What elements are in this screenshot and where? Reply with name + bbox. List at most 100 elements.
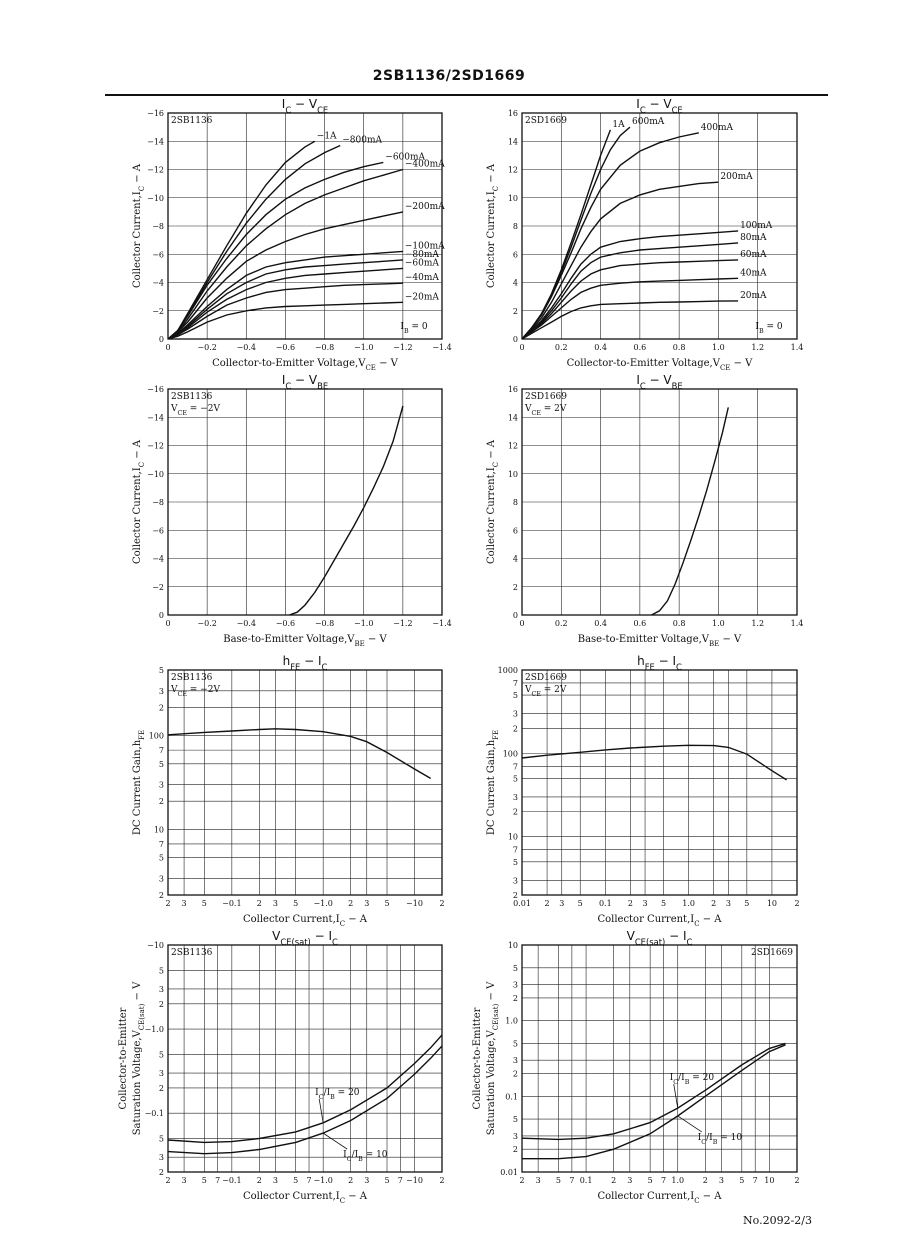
- x-tick-label: 3: [273, 899, 278, 908]
- y-tick-label: −16: [147, 109, 164, 118]
- series-line-8: [522, 300, 739, 339]
- y-tick-label: 2: [513, 808, 518, 817]
- y-tick-label: 2: [159, 703, 164, 712]
- series-line-8: [168, 282, 403, 339]
- series-label: 60mA: [740, 250, 767, 260]
- plot-frame: [167, 669, 443, 896]
- y-tick-label: 3: [159, 874, 164, 883]
- series-line-4: [168, 211, 404, 339]
- chart-title: IC − VBE: [636, 373, 682, 391]
- y-tick-label: 2: [513, 891, 518, 900]
- y-tick-label: 3: [159, 781, 164, 790]
- y-tick-label: −2: [152, 583, 164, 592]
- y-tick-label: 5: [513, 1039, 518, 1048]
- x-tick-label: 2: [165, 1176, 170, 1185]
- x-tick-label: 0.4: [594, 619, 607, 628]
- x-tick-label: 2: [519, 1176, 524, 1185]
- y-tick-label: 7: [513, 846, 518, 855]
- device-label: 2SB1136: [171, 673, 213, 683]
- series-label: 400mA: [701, 123, 734, 133]
- y-tick-label: 3: [513, 710, 518, 719]
- x-tick-label: 10: [764, 1176, 774, 1185]
- x-tick-label: 1.0: [671, 1176, 684, 1185]
- page-number: No.2092-2/3: [743, 1214, 812, 1227]
- y-tick-label: 2: [513, 307, 518, 316]
- series-label: 200mA: [720, 172, 753, 182]
- x-tick-label: 7: [215, 1176, 220, 1185]
- x-tick-label: 3: [719, 1176, 724, 1185]
- x-tick-label: 3: [536, 1176, 541, 1185]
- x-axis-label: Base-to-Emitter Voltage,VBE − V: [223, 634, 387, 648]
- x-tick-label: −0.8: [315, 619, 334, 628]
- series-leader: [673, 1083, 679, 1109]
- x-tick-label: 1.2: [751, 343, 764, 352]
- x-tick-label: 3: [364, 899, 369, 908]
- y-tick-label: −12: [147, 442, 164, 451]
- y-axis-label: Collector Current,IC − A: [132, 163, 146, 288]
- x-tick-label: 0.1: [599, 899, 612, 908]
- y-axis-label: DC Current Gain,hFE: [486, 730, 500, 835]
- series-label: 20mA: [740, 291, 767, 301]
- chart-title: IC − VCE: [282, 97, 328, 115]
- x-tick-label: 7: [306, 1176, 311, 1185]
- series-leader: [322, 1132, 348, 1150]
- y-tick-label: 3: [159, 687, 164, 696]
- y-tick-label: −10: [147, 194, 164, 203]
- x-tick-label: 2: [611, 1176, 616, 1185]
- x-tick-label: 2: [165, 899, 170, 908]
- x-tick-label: −1.0: [354, 619, 373, 628]
- chart-title: VCE(sat) − IC: [627, 929, 693, 947]
- series-line-3: [522, 181, 719, 339]
- plot-frame: [521, 669, 798, 896]
- series-label: −80mA: [405, 250, 440, 260]
- plot-frame: [521, 944, 798, 1173]
- chart-title: hFE − IC: [637, 654, 682, 672]
- chart-2sd1669-ic-vbe: 0 0.2 0.4 0.6 0.8 1.0 1.2 1.4 0 2 4 6 8 10 12 14 16 IC − …: [486, 373, 803, 648]
- y-tick-label: 2: [513, 994, 518, 1003]
- series-leader: [318, 1098, 324, 1123]
- chart-title: VCE(sat) − IC: [272, 929, 338, 947]
- x-tick-label: 1.0: [682, 899, 695, 908]
- y-tick-label: −14: [147, 137, 164, 146]
- x-tick-label: 2: [257, 899, 262, 908]
- x-tick-label: −0.8: [315, 343, 334, 352]
- series-line-1: [168, 1045, 442, 1155]
- x-tick-label: 5: [202, 899, 207, 908]
- series-line-7: [522, 277, 739, 339]
- chart-title: IC − VBE: [282, 373, 328, 391]
- y-tick-label: 5: [159, 760, 164, 769]
- y-tick-label: 5: [513, 1115, 518, 1124]
- series-line-0: [168, 1034, 442, 1144]
- y-tick-label: 3: [159, 1153, 164, 1162]
- y-tick-label: 10: [508, 941, 518, 950]
- device-label: 2SD1669: [751, 948, 793, 958]
- device-label: 2SB1136: [171, 392, 213, 402]
- y-tick-label: 10: [154, 825, 164, 834]
- x-tick-label: 2: [794, 1176, 799, 1185]
- y-tick-label: 2: [159, 797, 164, 806]
- series-line-5: [168, 250, 403, 339]
- series-line-6: [168, 259, 403, 339]
- series-line-0: [522, 129, 612, 339]
- series-line-3: [168, 168, 404, 339]
- series-label: 40mA: [740, 268, 767, 278]
- x-tick-label: 5: [384, 1176, 389, 1185]
- x-tick-label: −1.0: [354, 343, 373, 352]
- y-tick-label: 8: [513, 498, 518, 507]
- x-tick-label: 7: [753, 1176, 758, 1185]
- x-tick-label: 0.2: [555, 619, 568, 628]
- x-tick-label: −0.2: [197, 343, 216, 352]
- y-tick-label: 8: [513, 222, 518, 231]
- x-tick-label: −0.1: [222, 899, 241, 908]
- x-tick-label: 3: [726, 899, 731, 908]
- y-axis-label: Collector-to-Emitter: [118, 1007, 129, 1109]
- y-tick-label: 7: [513, 762, 518, 771]
- ib-zero-label: IB = 0: [400, 322, 427, 335]
- y-tick-label: 3: [513, 1132, 518, 1141]
- y-tick-label: −4: [152, 279, 164, 288]
- plot-frame: [521, 388, 798, 616]
- y-tick-label: 2: [159, 1000, 164, 1009]
- x-tick-label: 0: [519, 619, 524, 628]
- series-label: 1A: [612, 120, 625, 130]
- series-label: IC/IB = 20: [670, 1073, 715, 1086]
